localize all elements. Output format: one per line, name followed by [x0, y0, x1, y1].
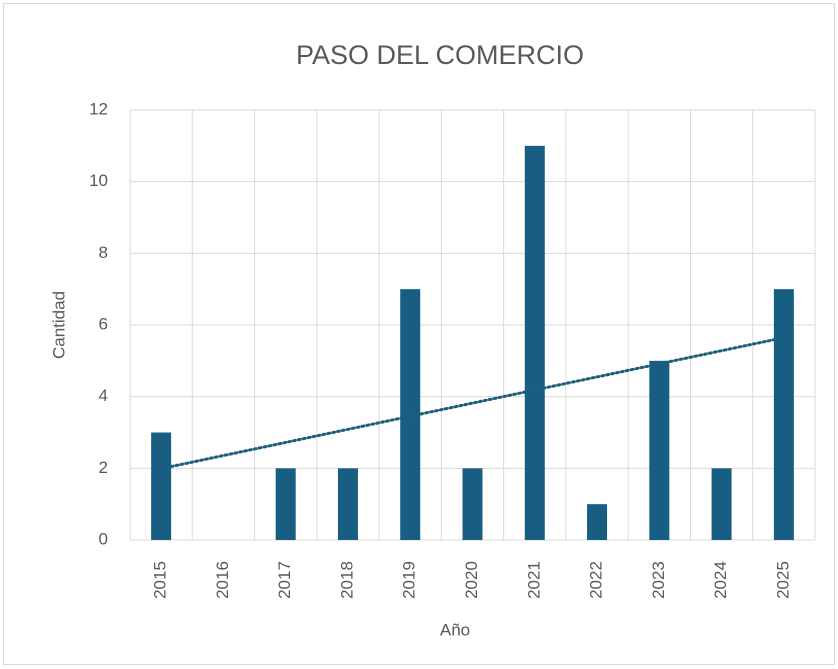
y-tick-label: 10 — [89, 171, 108, 190]
bar — [462, 468, 483, 540]
bar — [400, 289, 421, 540]
y-tick-label: 4 — [99, 386, 108, 405]
bar — [773, 289, 794, 540]
x-tick-label: 2015 — [151, 561, 170, 599]
trendline — [169, 338, 776, 469]
x-tick-label: 2017 — [275, 561, 294, 599]
x-tick-label: 2019 — [400, 561, 419, 599]
x-tick-label: 2023 — [649, 561, 668, 599]
y-axis-title: Cantidad — [49, 291, 68, 359]
x-tick-label: 2024 — [711, 561, 730, 599]
y-tick-label: 0 — [99, 529, 108, 548]
bar — [649, 360, 670, 540]
x-tick-label: 2022 — [587, 561, 606, 599]
bar — [151, 432, 172, 540]
x-tick-label: 2016 — [213, 561, 232, 599]
bar — [711, 468, 732, 540]
chart-title: PASO DEL COMERCIO — [296, 40, 584, 70]
y-tick-label: 2 — [99, 458, 108, 477]
bar — [275, 468, 296, 540]
bar — [337, 468, 358, 540]
bar — [587, 504, 608, 540]
y-tick-label: 6 — [99, 314, 108, 333]
x-tick-label: 2025 — [773, 561, 792, 599]
x-tick-label: 2018 — [337, 561, 356, 599]
y-tick-label: 12 — [89, 99, 108, 118]
y-tick-label: 8 — [99, 243, 108, 262]
x-axis-title: Año — [440, 620, 470, 639]
x-tick-label: 2021 — [524, 561, 543, 599]
x-tick-label: 2020 — [462, 561, 481, 599]
bar — [524, 145, 545, 541]
